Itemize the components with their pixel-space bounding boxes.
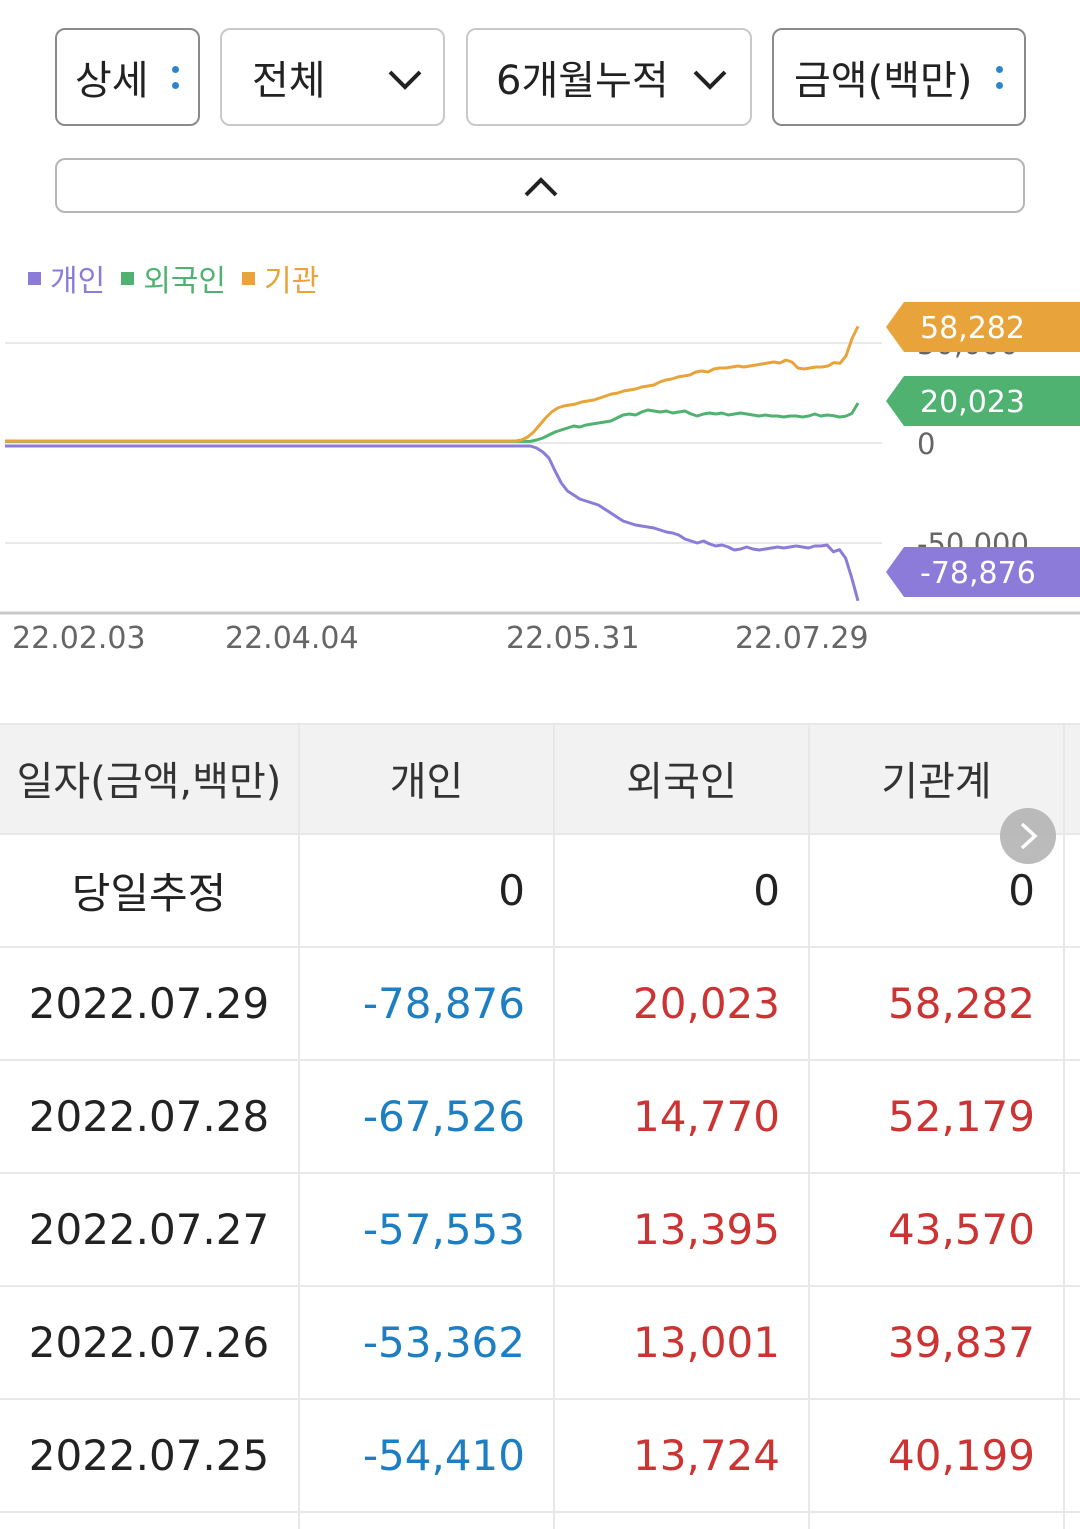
series-line: [5, 444, 860, 602]
row-divider: [0, 723, 1080, 725]
cell-foreign: 20,023: [555, 948, 808, 1059]
legend-label: 외국인: [143, 264, 227, 299]
x-tick-label: 22.02.03: [12, 621, 146, 656]
chevron-down-icon: [693, 70, 727, 90]
column-divider: [808, 723, 810, 1529]
row-divider: [0, 1398, 1080, 1400]
cell-institution: 58,282: [810, 948, 1063, 1059]
table-row: 당일추정 0 0 0: [0, 835, 1080, 946]
last-value-badge: 20,023: [886, 376, 1080, 426]
chevron-up-icon: [524, 177, 558, 197]
legend-label: 기관: [264, 264, 320, 299]
cell-date: 2022.07.27: [0, 1174, 298, 1285]
cell-individual: -78,876: [300, 948, 553, 1059]
table-row: 2022.07.26 -53,362 13,001 39,837: [0, 1287, 1080, 1398]
cell-individual: -53,362: [300, 1287, 553, 1398]
table-row: 2022.07.27 -57,553 13,395 43,570: [0, 1174, 1080, 1285]
chevron-right-icon: [1020, 822, 1038, 850]
cell-date: 당일추정: [0, 835, 298, 946]
collapse-button[interactable]: [55, 158, 1025, 213]
column-divider: [553, 723, 555, 1529]
header-foreign: 외국인: [555, 723, 808, 833]
kebab-icon: [172, 66, 179, 89]
cell-date: 2022.07.26: [0, 1287, 298, 1398]
cell-foreign: 0: [555, 835, 808, 946]
legend-swatch: [121, 271, 135, 285]
cell-foreign: 13,724: [555, 1400, 808, 1511]
row-divider: [0, 1285, 1080, 1287]
badge-value: -78,876: [920, 556, 1036, 591]
chart-legend: 개인 외국인 기관: [28, 256, 335, 300]
column-divider: [298, 723, 300, 1529]
y-tick-label: 0: [917, 427, 935, 461]
cell-date: 2022.07.25: [0, 1400, 298, 1511]
table-row: 2022.07.29 -78,876 20,023 58,282: [0, 948, 1080, 1059]
table-row: 2022.07.25 -54,410 13,724 40,199: [0, 1400, 1080, 1511]
scope-dropdown-label: 전체: [252, 58, 326, 104]
period-dropdown[interactable]: 6개월누적: [466, 28, 752, 126]
unit-dropdown[interactable]: 금액(백만): [772, 28, 1026, 126]
scope-dropdown[interactable]: 전체: [220, 28, 445, 126]
kebab-icon: [996, 66, 1003, 89]
row-divider: [0, 1059, 1080, 1061]
legend-swatch: [242, 271, 256, 285]
cell-foreign: 14,770: [555, 1061, 808, 1172]
series-line: [5, 325, 860, 443]
cell-institution: 39,837: [810, 1287, 1063, 1398]
x-tick-label: 22.05.31: [506, 621, 640, 656]
row-divider: [0, 1511, 1080, 1513]
last-value-badge: 58,282: [886, 302, 1080, 352]
series-line: [5, 402, 860, 443]
badge-shape: [886, 376, 1080, 426]
badge-shape: [886, 302, 1080, 352]
legend-item-foreign: 외국인: [121, 256, 226, 300]
last-value-badges: 58,282 20,023 -78,876: [886, 302, 1080, 597]
row-divider: [0, 1172, 1080, 1174]
series-lines: [5, 325, 860, 602]
cell-date: 2022.07.28: [0, 1061, 298, 1172]
investor-flow-chart: 50,0000-50,000 58,282 20,023 -78,876 22.02…: [0, 302, 1080, 656]
legend-item-institution: 기관: [242, 256, 319, 300]
cell-institution: 40,199: [810, 1400, 1063, 1511]
cell-institution: 43,570: [810, 1174, 1063, 1285]
column-divider: [1063, 723, 1065, 1529]
detail-dropdown-label: 상세: [75, 58, 149, 104]
x-tick-label: 22.07.29: [735, 621, 869, 656]
table-header: 일자(금액,백만) 개인 외국인 기관계: [0, 723, 1080, 833]
row-divider: [0, 946, 1080, 948]
x-axis-labels: 22.02.03 22.04.04 22.05.31 22.07.29: [12, 621, 869, 656]
legend-item-individual: 개인: [28, 256, 105, 300]
filter-toolbar: 상세 전체 6개월누적 금액(백만): [0, 28, 1080, 130]
scroll-right-button[interactable]: [1000, 808, 1056, 864]
badge-value: 58,282: [920, 311, 1025, 346]
cell-individual: -54,410: [300, 1400, 553, 1511]
chevron-down-icon: [388, 70, 422, 90]
table-row: 2022.07.28 -67,526 14,770 52,179: [0, 1061, 1080, 1172]
y-axis-ticks: 50,0000-50,000: [917, 327, 1029, 561]
header-individual: 개인: [300, 723, 553, 833]
period-dropdown-label: 6개월누적: [496, 58, 669, 104]
detail-dropdown[interactable]: 상세: [55, 28, 200, 126]
badge-shape: [886, 547, 1080, 597]
badge-value: 20,023: [920, 385, 1025, 420]
unit-dropdown-label: 금액(백만): [794, 58, 973, 104]
x-tick-label: 22.04.04: [225, 621, 359, 656]
cell-foreign: 13,001: [555, 1287, 808, 1398]
cell-foreign: 13,395: [555, 1174, 808, 1285]
header-date: 일자(금액,백만): [0, 723, 298, 833]
legend-swatch: [28, 271, 41, 285]
header-more: [1065, 723, 1080, 833]
row-divider: [0, 833, 1080, 835]
cell-individual: 0: [300, 835, 553, 946]
chart-grid: [5, 342, 882, 544]
cell-individual: -67,526: [300, 1061, 553, 1172]
cell-institution: 52,179: [810, 1061, 1063, 1172]
cell-individual: -57,553: [300, 1174, 553, 1285]
cell-date: 2022.07.29: [0, 948, 298, 1059]
legend-label: 개인: [50, 264, 106, 299]
last-value-badge: -78,876: [886, 547, 1080, 597]
